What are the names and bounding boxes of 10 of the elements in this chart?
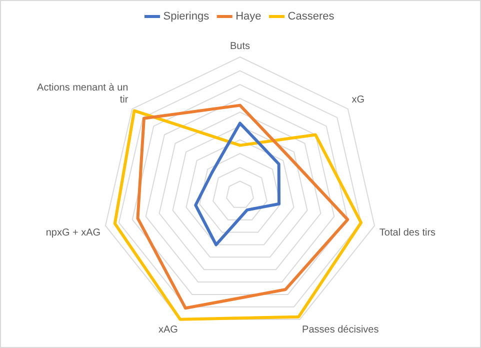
legend-label: Haye [236, 10, 262, 23]
spoke-label: xG [352, 94, 365, 106]
legend-label: Casseres [288, 10, 335, 23]
spoke-label: Actions menant à un tir [37, 82, 129, 106]
spoke-label: Total des tirs [379, 228, 436, 239]
spoke-label: npxG + xAG [46, 228, 101, 239]
spoke-label: Buts [230, 40, 250, 52]
legend-label: Spierings [163, 10, 210, 23]
spoke-label: Passes décisives [302, 324, 379, 336]
spoke-label: xAG [158, 324, 178, 336]
